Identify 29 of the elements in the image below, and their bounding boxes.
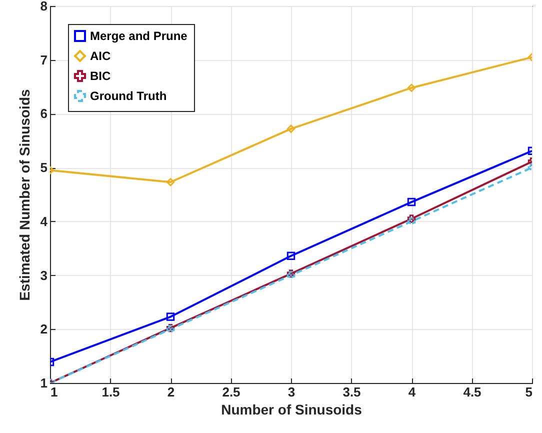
x-tick-label: 4	[408, 384, 416, 400]
y-tick-label: 4	[40, 214, 48, 229]
x-tick-label: 3	[288, 384, 296, 400]
point	[166, 178, 175, 186]
y-tick-label: 7	[40, 52, 48, 68]
legend-label: AIC	[90, 49, 111, 63]
x-tick-label: 2.5	[222, 384, 240, 400]
x-tick-label: 1	[50, 384, 58, 400]
point	[286, 252, 296, 260]
x-tick-label: 2	[167, 384, 175, 400]
legend-label: Ground Truth	[90, 89, 167, 103]
y-tick-label: 8	[40, 0, 48, 14]
point	[407, 198, 416, 206]
x-tick-label: 1.5	[102, 384, 120, 400]
x-tick-label: 5	[525, 384, 532, 400]
point	[286, 124, 296, 133]
y-tick-label: 5	[40, 160, 48, 176]
y-axis-title: Estimated Number of Sinusoids	[16, 88, 32, 301]
legend-label: BIC	[90, 69, 111, 83]
x-tick-label: 4.5	[463, 384, 482, 400]
x-tick-label: 3.5	[342, 384, 361, 400]
y-tick-label: 6	[40, 106, 48, 122]
point	[166, 312, 175, 321]
y-tick-label: 3	[40, 268, 48, 283]
y-tick-label: 2	[40, 322, 48, 337]
x-axis-title: Number of Sinusoids	[221, 402, 362, 418]
point	[407, 84, 416, 92]
point	[407, 214, 416, 223]
legend-label: Merge and Prune	[90, 29, 188, 43]
